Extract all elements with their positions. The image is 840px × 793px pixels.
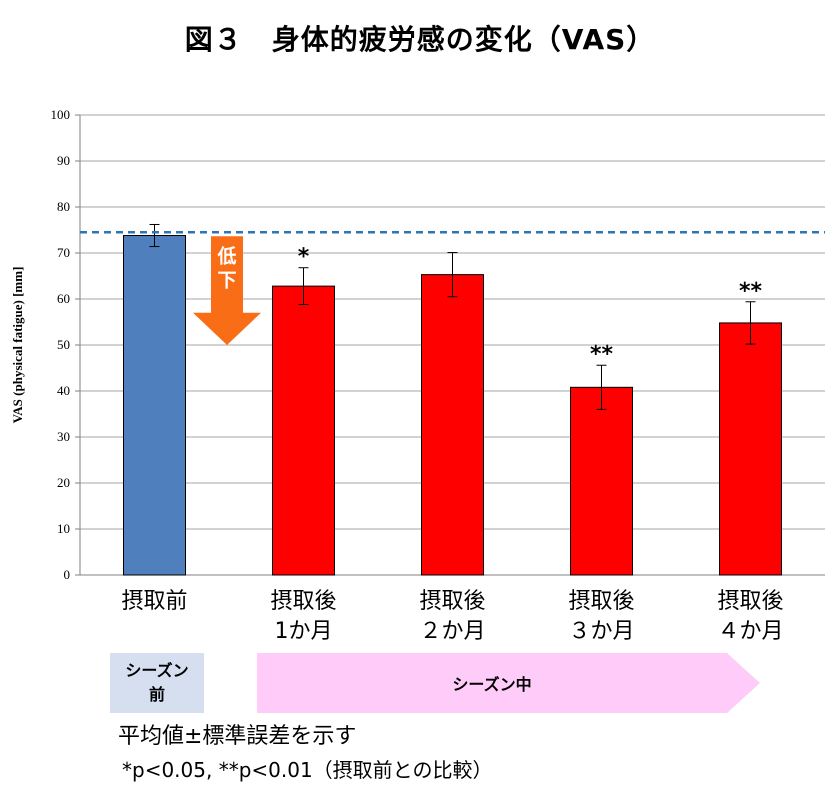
category-label: 摂取前 bbox=[121, 589, 187, 614]
pre-season-label-line2: 前 bbox=[148, 685, 165, 704]
y-axis-ticks: 0 10 20 30 40 50 60 70 80 90 100 bbox=[51, 107, 80, 582]
decrease-arrow-text-top: 低 bbox=[216, 244, 236, 267]
decrease-arrow-shape bbox=[193, 236, 261, 345]
pre-season-box: シーズン 前 bbox=[110, 653, 204, 713]
y-tick-label: 30 bbox=[57, 429, 70, 444]
error-bars bbox=[149, 223, 756, 410]
significance-mark: ** bbox=[590, 342, 614, 367]
y-tick-label: 70 bbox=[57, 245, 70, 260]
y-tick-label: 90 bbox=[57, 153, 70, 168]
in-season-label: シーズン中 bbox=[452, 675, 532, 694]
bar bbox=[123, 235, 186, 576]
category-label: ４か月 bbox=[717, 619, 783, 644]
season-period-arrow bbox=[257, 653, 760, 713]
category-label: 摂取後 bbox=[568, 589, 634, 614]
category-labels: 摂取前 摂取後 1か月 摂取後 ２か月 摂取後 ３か月 摂取後 ４か月 bbox=[121, 589, 783, 644]
category-label: 摂取後 bbox=[270, 589, 336, 614]
bar bbox=[719, 322, 782, 576]
decrease-arrow-text-bottom: 下 bbox=[217, 269, 236, 291]
y-tick-label: 100 bbox=[51, 107, 71, 122]
y-tick-label: 20 bbox=[57, 475, 70, 490]
bar bbox=[421, 274, 484, 576]
y-tick-label: 40 bbox=[57, 383, 70, 398]
decrease-arrow: 低下 bbox=[193, 236, 261, 345]
bar bbox=[570, 386, 633, 576]
category-label: 摂取後 bbox=[419, 589, 485, 614]
y-tick-label: 10 bbox=[57, 521, 70, 536]
significance-mark: ** bbox=[739, 279, 763, 304]
y-tick-label: 50 bbox=[57, 337, 70, 352]
y-tick-label: 60 bbox=[57, 291, 70, 306]
bars bbox=[123, 235, 782, 576]
y-axis-label: VAS (physical fatigue) [mm] bbox=[10, 267, 25, 424]
chart-title: 図３ 身体的疲労感の変化（VAS） bbox=[184, 23, 656, 56]
category-label: 1か月 bbox=[275, 619, 333, 644]
pre-season-label-line1: シーズン bbox=[125, 661, 189, 680]
note-mean-se: 平均値±標準誤差を示す bbox=[118, 724, 357, 749]
category-label: 摂取後 bbox=[717, 589, 783, 614]
category-label: ３か月 bbox=[568, 619, 634, 644]
y-tick-label: 80 bbox=[57, 199, 70, 214]
note-significance: *p<0.05, **p<0.01（摂取前との比較） bbox=[122, 758, 493, 782]
significance-mark: * bbox=[298, 245, 310, 270]
bar bbox=[272, 285, 335, 576]
significance-marks: ***** bbox=[298, 245, 763, 368]
y-tick-label: 0 bbox=[64, 567, 71, 582]
category-label: ２か月 bbox=[419, 619, 485, 644]
